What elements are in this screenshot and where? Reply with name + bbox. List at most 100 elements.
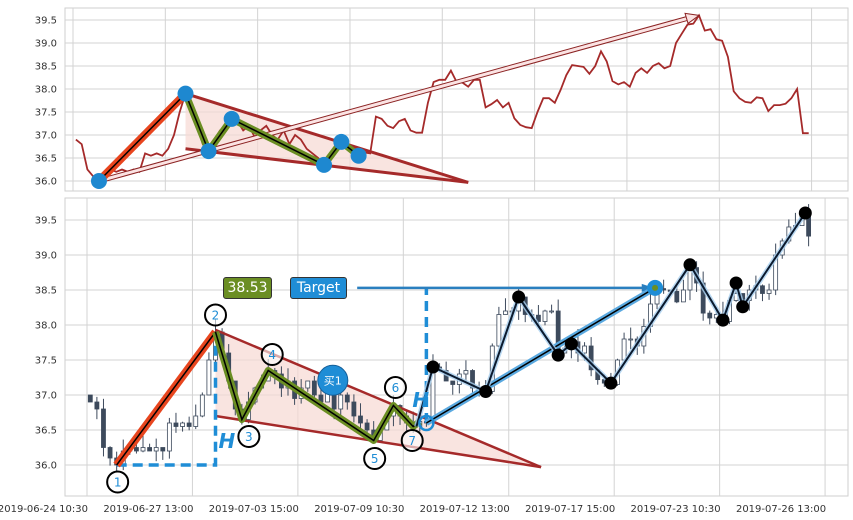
bottom-zigzag-core <box>214 331 421 442</box>
after-pivot-point <box>736 300 750 314</box>
after-pivot-point <box>479 385 493 398</box>
candle-up <box>166 422 172 452</box>
candle-down <box>107 447 113 459</box>
candle-up <box>199 394 205 417</box>
wave-label: 3 <box>245 430 253 444</box>
target-projection-core <box>426 287 656 424</box>
top-leg-up-core <box>98 93 187 182</box>
candle-down <box>450 380 456 385</box>
wave-label: 5 <box>371 452 379 466</box>
y-tick-label: 38.0 <box>35 85 57 96</box>
top-pivot-point <box>90 173 107 189</box>
y-tick-label: 37.0 <box>35 131 57 142</box>
y-tick-label: 36.0 <box>35 461 57 472</box>
candle-up <box>180 422 185 427</box>
x-tick-label: 2019-07-12 13:00 <box>420 504 510 515</box>
y-tick-label: 39.5 <box>35 16 57 27</box>
candle-down <box>101 408 106 448</box>
y-tick-label: 39.0 <box>35 251 57 262</box>
wave-label-circle <box>363 447 387 470</box>
x-tick-label: 2019-07-26 13:00 <box>736 504 826 515</box>
candle-down <box>186 422 192 427</box>
y-tick-label: 36.5 <box>35 154 57 165</box>
after-pivot-point <box>683 258 697 272</box>
y-tick-label: 37.0 <box>35 391 57 402</box>
top-pivot-point <box>200 143 217 160</box>
top-pivot-point <box>223 110 240 127</box>
x-tick-label: 2019-06-27 13:00 <box>103 504 193 515</box>
y-tick-label: 38.0 <box>35 321 57 332</box>
top-pivot-point <box>333 133 350 150</box>
y-tick-label: 38.5 <box>35 62 57 73</box>
wave-label-circle <box>106 470 130 494</box>
candle-down <box>674 290 680 303</box>
height-label: H <box>219 429 236 453</box>
top-pivot-point <box>350 147 367 164</box>
candle-up <box>582 345 587 354</box>
top-pivot-point <box>315 156 332 173</box>
wave-label: 2 <box>212 309 220 323</box>
target-point-core <box>652 284 659 291</box>
candle-down <box>760 285 765 294</box>
candle-down <box>358 415 363 424</box>
candle-up <box>680 289 686 303</box>
after-pivot-point <box>551 348 565 362</box>
candle-up <box>305 380 311 389</box>
candle-down <box>344 394 350 403</box>
breakout-point <box>418 414 435 432</box>
wave-label-circle <box>204 303 228 327</box>
after-pivot-point <box>798 206 812 220</box>
height-measure-dashed <box>116 332 218 467</box>
after-pivot-point <box>512 290 526 304</box>
candle-down <box>588 345 594 371</box>
after-pivot-point <box>426 360 440 374</box>
wave-label: 7 <box>408 434 416 448</box>
y-tick-label: 39.5 <box>35 216 57 227</box>
candle-down <box>351 401 357 417</box>
candle-down <box>173 422 179 427</box>
candle-down <box>87 394 93 403</box>
candle-up <box>140 447 146 452</box>
target-label-box: Target <box>290 277 347 299</box>
candle-up <box>463 370 469 375</box>
candle-up <box>193 415 199 427</box>
candle-up <box>542 310 548 322</box>
bottom-leg-up-core <box>116 331 217 466</box>
wave-label-circle <box>237 425 261 448</box>
top-pivot-point <box>177 85 194 102</box>
x-tick-label: 2019-07-03 15:00 <box>209 504 299 515</box>
price-label-box: 38.53 <box>223 277 272 299</box>
buy-marker-label: 买1 <box>324 374 342 387</box>
candle-up <box>503 310 508 315</box>
y-tick-label: 36.0 <box>35 177 57 188</box>
y-tick-label: 38.5 <box>35 286 57 297</box>
y-tick-label: 39.0 <box>35 39 57 50</box>
x-tick-label: 2019-07-17 15:00 <box>525 504 615 515</box>
after-pivot-point <box>564 337 578 351</box>
wave-label-circle <box>383 376 407 399</box>
candle-down <box>707 312 713 319</box>
x-tick-label: 2019-07-09 10:30 <box>314 504 404 515</box>
height-label: H <box>412 388 429 412</box>
after-pivot-point <box>716 313 730 327</box>
top-trend-arrow-head <box>684 12 701 25</box>
y-tick-label: 36.5 <box>35 426 57 437</box>
candle-up <box>766 289 772 294</box>
y-tick-label: 37.5 <box>35 108 57 119</box>
bottom-triangle-lower <box>215 414 542 469</box>
x-tick-label: 2019-07-23 10:30 <box>631 504 721 515</box>
after-pivot-point <box>604 376 618 390</box>
candle-up <box>628 338 634 341</box>
wave-label-circle <box>260 343 284 366</box>
candle-up <box>496 314 502 347</box>
candle-up <box>206 359 212 396</box>
candle-up <box>549 310 554 313</box>
candle-down <box>147 447 153 452</box>
candle-up <box>153 447 159 452</box>
candle-down <box>311 380 317 396</box>
wave-label-circle <box>400 429 424 452</box>
wave-label: 4 <box>268 348 276 362</box>
wave-label: 6 <box>392 381 400 395</box>
candle-up <box>338 394 344 410</box>
